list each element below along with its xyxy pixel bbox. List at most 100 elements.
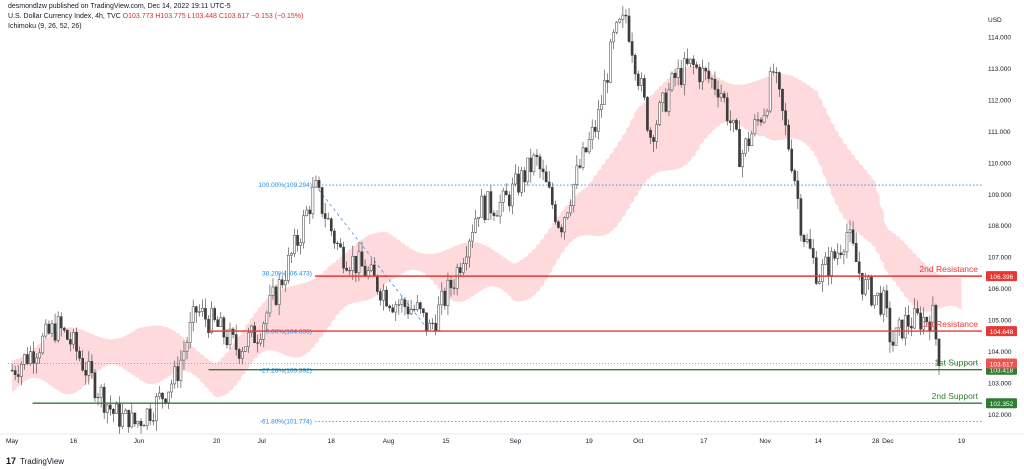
candle-body bbox=[750, 133, 754, 147]
candle-body bbox=[686, 58, 689, 64]
candle-body bbox=[864, 279, 867, 295]
candle bbox=[639, 72, 643, 92]
candle-body bbox=[170, 383, 174, 393]
candle bbox=[194, 305, 198, 323]
candle bbox=[655, 120, 658, 149]
candle bbox=[10, 364, 14, 372]
candle-body bbox=[839, 252, 843, 256]
candle-body bbox=[336, 242, 339, 245]
candle bbox=[664, 88, 668, 113]
indicator-label[interactable]: Ichimoku (9, 26, 52, 26) bbox=[8, 23, 82, 30]
candle-body bbox=[636, 73, 640, 86]
candle bbox=[873, 295, 876, 309]
candle bbox=[827, 246, 830, 286]
candle-body bbox=[388, 305, 391, 309]
candle-body bbox=[179, 359, 183, 381]
candle-body bbox=[857, 261, 861, 274]
candle bbox=[136, 420, 140, 428]
x-tick-label: Aug bbox=[383, 438, 395, 445]
candle-body bbox=[72, 332, 75, 345]
candle-body bbox=[520, 170, 523, 193]
candle-body bbox=[609, 41, 612, 83]
candle-body bbox=[105, 404, 109, 413]
candle-body bbox=[290, 253, 293, 256]
candle bbox=[305, 205, 309, 217]
candle-body bbox=[775, 72, 778, 74]
candle bbox=[695, 61, 698, 70]
candle bbox=[922, 307, 926, 335]
candle bbox=[584, 147, 588, 154]
candle bbox=[311, 176, 315, 219]
candle bbox=[646, 95, 649, 133]
candle bbox=[805, 233, 809, 244]
candle-body bbox=[756, 119, 760, 121]
candle bbox=[937, 338, 941, 375]
candle-body bbox=[16, 374, 20, 377]
candle bbox=[520, 166, 523, 197]
candle bbox=[314, 175, 318, 189]
candle bbox=[93, 369, 97, 402]
y-tick-label: 113.000 bbox=[988, 66, 1011, 73]
candle bbox=[679, 60, 683, 88]
candle-body bbox=[707, 70, 711, 79]
candle-body bbox=[112, 408, 115, 414]
current-price-tag bbox=[986, 358, 1017, 369]
candle-body bbox=[222, 317, 226, 338]
candle bbox=[621, 6, 625, 29]
candle-body bbox=[836, 252, 840, 259]
candle bbox=[78, 346, 81, 362]
candle-body bbox=[744, 138, 747, 154]
candle-body bbox=[781, 88, 784, 111]
candle bbox=[240, 346, 244, 365]
candle bbox=[231, 327, 235, 339]
candle-body bbox=[606, 80, 609, 83]
candle-body bbox=[78, 350, 81, 359]
candle-body bbox=[590, 126, 594, 140]
candle-body bbox=[127, 409, 131, 428]
candle bbox=[808, 228, 812, 250]
candle bbox=[207, 315, 210, 338]
candle-body bbox=[922, 317, 926, 330]
candle-body bbox=[790, 148, 794, 171]
candle-body bbox=[891, 341, 895, 346]
candle bbox=[461, 257, 465, 276]
candle bbox=[756, 112, 760, 126]
candle bbox=[176, 356, 180, 388]
candle-body bbox=[563, 217, 566, 233]
candle bbox=[547, 171, 551, 189]
candle-body bbox=[173, 366, 177, 385]
candle bbox=[293, 228, 296, 258]
candle-body bbox=[99, 386, 103, 398]
candle bbox=[302, 209, 306, 249]
candle-body bbox=[142, 425, 146, 427]
candle bbox=[882, 286, 886, 323]
candle-body bbox=[379, 291, 382, 301]
candle bbox=[569, 199, 573, 217]
price-tag-value: 102.352 bbox=[990, 401, 1014, 408]
candle bbox=[633, 53, 637, 81]
y-tick-label: 103.000 bbox=[988, 380, 1012, 387]
candle bbox=[38, 348, 42, 365]
candle bbox=[53, 313, 57, 343]
candle bbox=[529, 148, 533, 183]
candle bbox=[124, 408, 127, 414]
candle bbox=[747, 132, 751, 152]
candle bbox=[845, 223, 849, 259]
candle-body bbox=[139, 420, 143, 426]
candle bbox=[360, 241, 364, 267]
candle bbox=[486, 191, 490, 220]
candle bbox=[532, 152, 536, 176]
candle-body bbox=[59, 316, 63, 329]
candle-body bbox=[228, 328, 232, 346]
level-name-label: 2nd Resistance bbox=[919, 264, 978, 274]
candle-body bbox=[231, 328, 235, 335]
candle bbox=[652, 134, 655, 152]
candle-body bbox=[461, 263, 465, 273]
tradingview-logo[interactable]: 17 TradingView bbox=[6, 456, 64, 466]
candle bbox=[474, 209, 477, 234]
candle-body bbox=[247, 332, 250, 348]
candle-body bbox=[477, 216, 480, 220]
candle-body bbox=[507, 194, 511, 207]
candle-body bbox=[207, 318, 210, 333]
